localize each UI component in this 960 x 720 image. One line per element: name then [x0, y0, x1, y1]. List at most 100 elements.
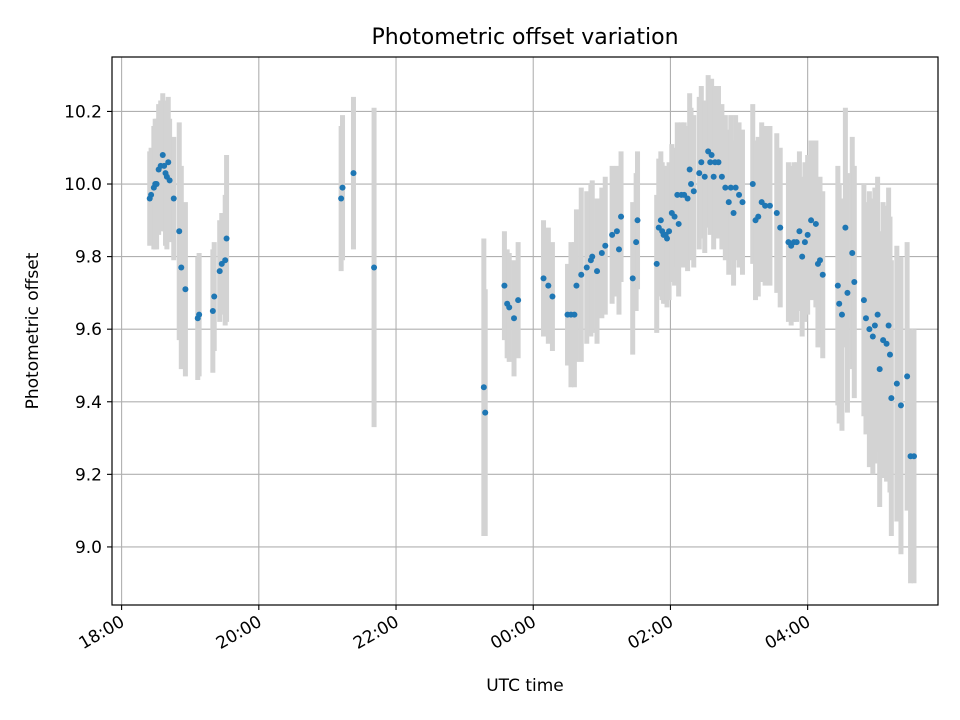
x-axis-ticks: 18:00 20:00 22:00 00:00 02:00 04:00: [76, 605, 814, 654]
data-point: [613, 228, 620, 235]
data-point: [707, 159, 714, 166]
data-point: [176, 228, 183, 235]
data-point: [578, 271, 585, 278]
data-point: [159, 151, 166, 158]
x-axis-label: UTC time: [486, 676, 564, 696]
y-tick-label: 10.0: [64, 175, 102, 195]
data-point: [690, 188, 697, 195]
data-point: [886, 351, 893, 358]
data-point: [910, 453, 917, 460]
data-point: [730, 210, 737, 217]
data-point: [799, 253, 806, 260]
data-point: [812, 220, 819, 227]
data-point: [862, 315, 869, 322]
data-point: [739, 199, 746, 206]
y-tick-label: 10.2: [64, 102, 102, 122]
data-point: [165, 159, 172, 166]
data-point: [766, 202, 773, 209]
y-tick-label: 9.4: [75, 393, 102, 413]
y-tick-label: 9.2: [75, 465, 102, 485]
x-tick-label: 18:00: [76, 612, 128, 654]
data-point: [860, 297, 867, 304]
data-point: [696, 170, 703, 177]
data-point: [842, 224, 849, 231]
data-point: [698, 159, 705, 166]
data-point: [371, 264, 378, 271]
data-point: [170, 195, 177, 202]
data-point: [836, 300, 843, 307]
data-point: [838, 311, 845, 318]
data-point: [664, 235, 671, 242]
data-point: [148, 191, 155, 198]
data-point: [755, 213, 762, 220]
data-point: [893, 380, 900, 387]
data-point: [883, 340, 890, 347]
data-point: [339, 184, 346, 191]
data-point: [589, 253, 596, 260]
data-point: [727, 184, 734, 191]
data-point: [804, 231, 811, 238]
data-points: [146, 148, 917, 460]
data-point: [793, 239, 800, 246]
data-point: [573, 282, 580, 289]
chart-title: Photometric offset variation: [371, 25, 678, 50]
data-point: [725, 199, 732, 206]
y-axis-label: Photometric offset: [23, 252, 43, 409]
data-point: [629, 275, 636, 282]
data-point: [634, 217, 641, 224]
data-point: [732, 184, 739, 191]
data-point: [773, 210, 780, 217]
data-point: [819, 271, 826, 278]
data-point: [618, 213, 625, 220]
data-point: [844, 289, 851, 296]
data-point: [482, 409, 489, 416]
y-tick-label: 9.0: [75, 538, 102, 558]
data-point: [904, 373, 911, 380]
data-point: [801, 239, 808, 246]
data-point: [615, 246, 622, 253]
data-point: [633, 239, 640, 246]
data-point: [657, 217, 664, 224]
plot-frame: [111, 56, 939, 606]
data-point: [594, 268, 601, 275]
data-point: [161, 162, 168, 169]
data-point: [688, 181, 695, 188]
data-point: [545, 282, 552, 289]
y-tick-label: 9.8: [75, 248, 102, 268]
data-point: [153, 181, 160, 188]
data-point: [480, 384, 487, 391]
data-point: [710, 173, 717, 180]
data-point: [796, 228, 803, 235]
data-point: [736, 191, 743, 198]
data-point: [549, 293, 556, 300]
data-point: [888, 395, 895, 402]
x-tick-label: 22:00: [350, 612, 402, 654]
data-point: [211, 293, 218, 300]
data-point: [583, 264, 590, 271]
data-point: [708, 151, 715, 158]
data-point: [876, 366, 883, 373]
data-point: [653, 260, 660, 267]
data-point: [897, 402, 904, 409]
data-point: [849, 249, 856, 256]
x-tick-label: 02:00: [625, 612, 677, 654]
data-point: [817, 257, 823, 264]
data-point: [869, 333, 876, 340]
data-point: [834, 282, 841, 289]
data-point: [598, 249, 605, 256]
data-point: [686, 166, 693, 173]
data-point: [701, 173, 708, 180]
data-point: [209, 308, 216, 315]
data-point: [506, 304, 513, 311]
data-point: [674, 191, 681, 198]
x-tick-label: 04:00: [762, 612, 814, 654]
data-point: [666, 228, 673, 235]
data-point: [684, 195, 691, 202]
data-point: [609, 231, 616, 238]
data-point: [511, 315, 518, 322]
data-point: [571, 311, 578, 318]
data-point: [722, 184, 729, 191]
data-point: [715, 159, 722, 166]
data-point: [196, 311, 203, 318]
